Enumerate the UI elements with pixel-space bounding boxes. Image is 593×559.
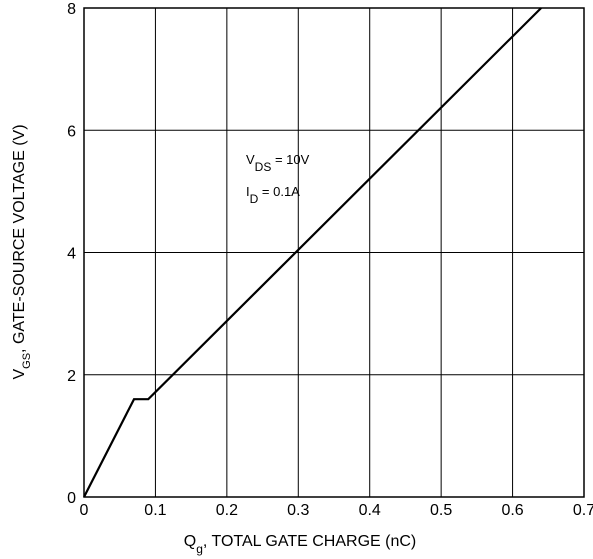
- annotation: ID = 0.1A: [246, 184, 300, 206]
- label-sub: D: [250, 192, 259, 206]
- label-rest: , GATE-SOURCE VOLTAGE (V): [11, 124, 28, 352]
- label-sub: g: [196, 542, 203, 556]
- x-tick-label: 0.3: [287, 502, 309, 519]
- x-tick-label: 0: [80, 502, 89, 519]
- label-main: Q: [184, 533, 196, 550]
- x-tick-label: 0.2: [216, 502, 238, 519]
- plot-frame: [83, 7, 585, 498]
- y-tick-label: 4: [67, 246, 76, 263]
- y-tick-label: 0: [67, 490, 76, 507]
- y-tick-label: 6: [67, 123, 76, 140]
- label-main: V: [246, 152, 255, 167]
- label-rest: = 10V: [271, 152, 309, 167]
- label-sub: DS: [255, 160, 272, 174]
- y-axis-label: VGS, GATE-SOURCE VOLTAGE (V): [11, 124, 33, 379]
- label-rest: , TOTAL GATE CHARGE (nC): [203, 533, 416, 550]
- x-axis-label: Qg, TOTAL GATE CHARGE (nC): [184, 533, 417, 556]
- annotation: VDS = 10V: [246, 152, 310, 174]
- x-tick-label: 0.5: [430, 502, 452, 519]
- x-tick-label: 0.6: [501, 502, 523, 519]
- x-tick-label: 0.7: [573, 502, 593, 519]
- x-tick-label: 0.1: [144, 502, 166, 519]
- data-line: [83, 7, 542, 498]
- label-sub: GS: [21, 353, 33, 369]
- label-rest: = 0.1A: [258, 184, 300, 199]
- y-tick-label: 2: [67, 368, 76, 385]
- y-tick-label: 8: [67, 1, 76, 18]
- label-main: I: [246, 184, 250, 199]
- x-tick-label: 0.4: [359, 502, 381, 519]
- label-main: V: [11, 369, 28, 380]
